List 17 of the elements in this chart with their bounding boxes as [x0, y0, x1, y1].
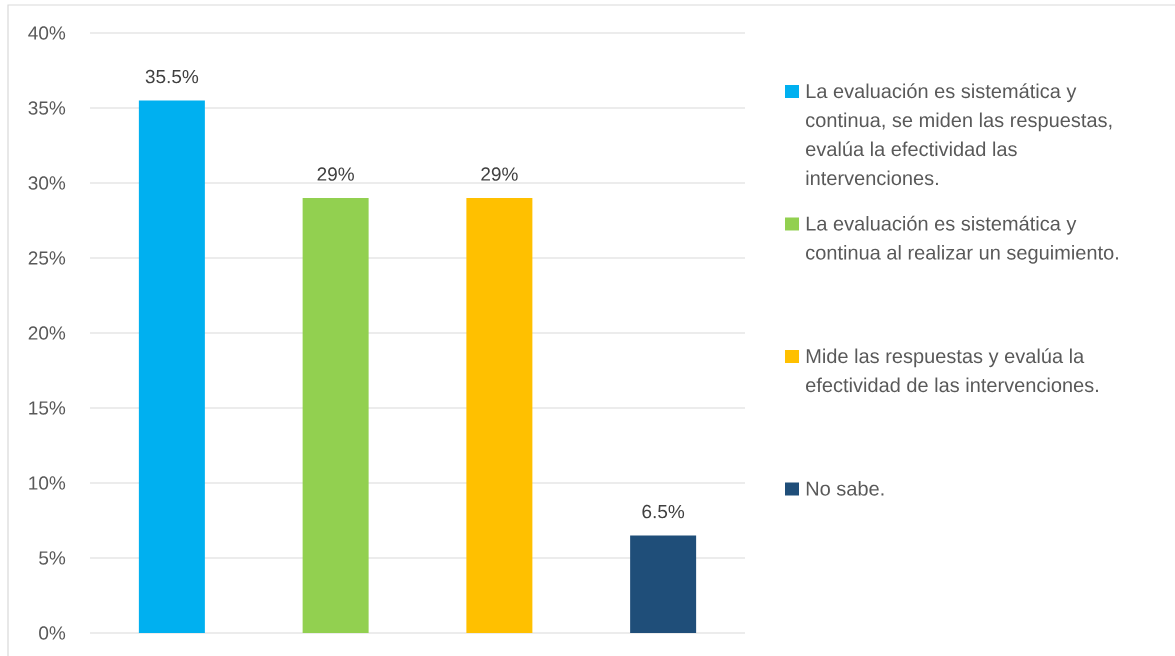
legend-label: La evaluación es sistemática y continua, se miden las respuestas, evalúa la efectividad las intervenciones. — [806, 83, 1112, 186]
legend-label: La evaluación es sistemática y continua al realizar un seguimiento. — [806, 215, 1118, 264]
data-label: 35.5% — [145, 69, 199, 84]
y-tick-label: 0% — [39, 626, 66, 640]
y-tick-label: 15% — [29, 401, 66, 415]
y-tick-label: 35% — [28, 101, 66, 115]
legend-label: Mide las respuestas y evalúa la efectividad de las intervenciones. — [806, 348, 1098, 393]
data-label: 29% — [481, 167, 518, 181]
y-tick-label: 25% — [28, 251, 66, 265]
data-label: 29% — [317, 167, 354, 181]
y-tick-label: 10% — [29, 476, 66, 490]
data-label: 6.5% — [642, 504, 685, 519]
y-tick-label: 20% — [28, 326, 66, 340]
y-tick-label: 5% — [39, 551, 66, 565]
y-tick-label: 30% — [28, 176, 66, 190]
y-tick-label: 40% — [28, 26, 66, 40]
legend-label: No sabe. — [806, 481, 884, 496]
